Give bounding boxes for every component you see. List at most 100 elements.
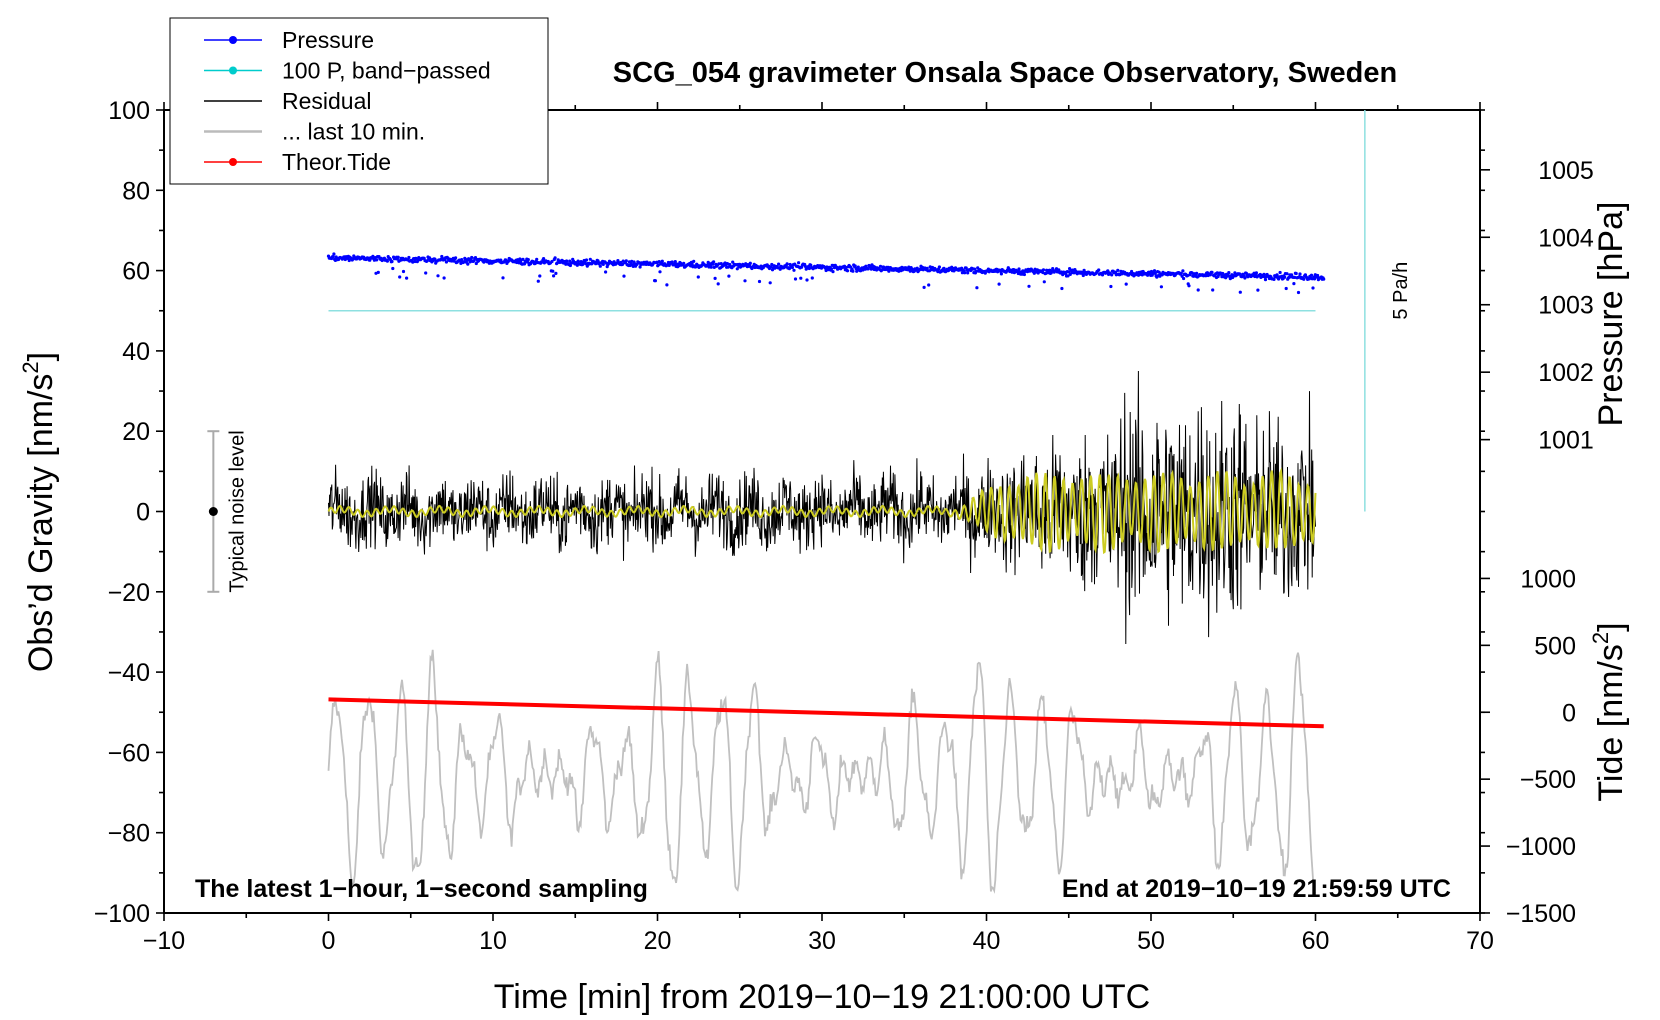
y-tick-label: −100 bbox=[94, 900, 150, 928]
pressure-point bbox=[331, 255, 335, 259]
y-axis-label-gravity-end: ] bbox=[22, 352, 60, 361]
pressure-tick-label: 1003 bbox=[1538, 292, 1594, 320]
pressure-point bbox=[1311, 286, 1315, 290]
pressure-point bbox=[778, 267, 782, 271]
pressure-point bbox=[1294, 271, 1298, 276]
series-layer: Typical noise level 5 Pa/h bbox=[207, 110, 1412, 895]
y-tick-label: 100 bbox=[108, 97, 150, 125]
pressure-point bbox=[831, 270, 835, 274]
pressure-point bbox=[551, 269, 555, 273]
pressure-point bbox=[1263, 278, 1268, 282]
pressure-point bbox=[568, 263, 573, 268]
pressure-point bbox=[598, 264, 602, 268]
pressure-point bbox=[536, 279, 540, 283]
pressure-point bbox=[1081, 273, 1085, 278]
x-tick-label: 40 bbox=[973, 927, 1001, 955]
pressure-point bbox=[1059, 270, 1063, 274]
pressure-point bbox=[601, 262, 605, 266]
end-time-note: End at 2019−10−19 21:59:59 UTC bbox=[1062, 875, 1451, 903]
pressure-tick-label: 1004 bbox=[1538, 224, 1594, 252]
pressure-point bbox=[460, 258, 464, 262]
pressure-point bbox=[785, 262, 789, 266]
pressure-point bbox=[501, 276, 505, 280]
pressure-point bbox=[470, 255, 474, 260]
x-tick-label: 50 bbox=[1137, 927, 1165, 955]
pressure-point bbox=[401, 269, 406, 274]
pressure-point bbox=[466, 262, 470, 266]
x-tick-label: −10 bbox=[143, 927, 185, 955]
legend-label: Theor.Tide bbox=[282, 149, 391, 175]
pressure-point bbox=[1283, 275, 1287, 279]
pressure-point bbox=[974, 269, 978, 273]
pressure-point bbox=[1298, 272, 1302, 276]
pressure-point bbox=[1182, 276, 1186, 281]
pressure-point bbox=[1109, 284, 1113, 289]
pressure-point bbox=[1284, 286, 1288, 291]
pressure-point bbox=[711, 262, 715, 266]
series-residual bbox=[328, 370, 1316, 645]
legend-item: Pressure bbox=[204, 27, 374, 53]
pressure-point bbox=[672, 262, 677, 266]
pressure-point bbox=[927, 283, 931, 287]
legend: Pressure 100 P, band−passed Residual ... la… bbox=[169, 17, 549, 185]
pressure-point bbox=[565, 259, 569, 263]
pressure-point bbox=[1027, 284, 1031, 288]
y-axis-label-gravity-sup: 2 bbox=[18, 361, 43, 373]
pressure-point bbox=[997, 282, 1001, 286]
pressure-point bbox=[713, 276, 717, 280]
pressure-point bbox=[1146, 273, 1150, 277]
y-tick-label: −60 bbox=[108, 739, 150, 767]
pressure-point bbox=[1256, 288, 1260, 292]
pressure-point bbox=[1116, 268, 1120, 272]
pressure-point bbox=[1110, 273, 1114, 277]
legend-marker bbox=[229, 66, 237, 75]
legend-marker bbox=[229, 158, 237, 166]
y-axis-label-pressure: Pressure [hPa] bbox=[1592, 202, 1630, 427]
pressure-point bbox=[407, 255, 411, 260]
pressure-point bbox=[712, 260, 716, 264]
tide-tick-label: −1000 bbox=[1506, 833, 1576, 861]
pressure-point bbox=[391, 266, 395, 271]
pressure-point bbox=[1210, 270, 1214, 274]
pressure-point bbox=[1309, 273, 1314, 277]
sampling-note: The latest 1−hour, 1−second sampling bbox=[195, 875, 648, 903]
pressure-point bbox=[1066, 274, 1070, 278]
pressure-point bbox=[1187, 284, 1191, 288]
pressure-point bbox=[436, 274, 440, 278]
legend-item: Residual bbox=[204, 88, 372, 114]
pressure-point bbox=[1051, 267, 1055, 271]
y-tick-label: 0 bbox=[136, 499, 150, 527]
pressure-point bbox=[1316, 273, 1320, 278]
pressure-point bbox=[1057, 268, 1061, 272]
pressure-point bbox=[499, 258, 503, 262]
pressure-point bbox=[550, 259, 554, 264]
x-tick-label: 60 bbox=[1302, 927, 1330, 955]
pressure-point bbox=[584, 258, 589, 262]
pressure-point bbox=[797, 261, 801, 265]
y-axis-label-tide-main: Tide [nm/s bbox=[1592, 644, 1630, 801]
pressure-point bbox=[881, 265, 886, 269]
x-tick-label: 30 bbox=[808, 927, 836, 955]
pressure-point bbox=[805, 278, 809, 282]
pressure-point bbox=[576, 259, 580, 263]
y-axis-label-tide-sup: 2 bbox=[1588, 632, 1613, 644]
y-tick-label: −20 bbox=[108, 579, 150, 607]
pressure-tick-label: 1001 bbox=[1538, 427, 1594, 455]
legend-marker bbox=[229, 36, 237, 44]
pressure-point bbox=[1262, 272, 1266, 276]
legend-item: Theor.Tide bbox=[204, 149, 391, 175]
pressure-point bbox=[385, 259, 389, 263]
pressure-point bbox=[1227, 271, 1231, 275]
pressure-point bbox=[975, 286, 979, 290]
pressure-point bbox=[845, 269, 850, 273]
pressure-point bbox=[1097, 268, 1101, 272]
pressure-point bbox=[624, 259, 628, 263]
pressure-point bbox=[542, 257, 546, 261]
pressure-point bbox=[793, 277, 798, 281]
pressure-point bbox=[1152, 269, 1157, 273]
pressure-point bbox=[1181, 269, 1185, 273]
pressure-point bbox=[1275, 273, 1279, 277]
pressure-point bbox=[709, 265, 713, 269]
noise-bar-label: Typical noise level bbox=[226, 430, 248, 592]
pressure-point bbox=[799, 276, 803, 280]
